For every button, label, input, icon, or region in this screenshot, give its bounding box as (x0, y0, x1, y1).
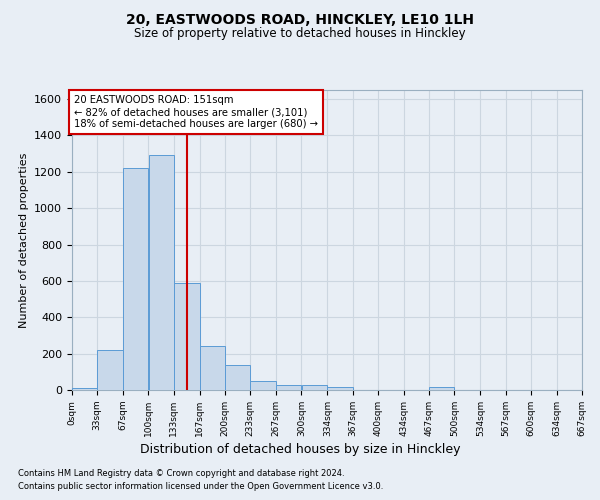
Y-axis label: Number of detached properties: Number of detached properties (19, 152, 29, 328)
Text: Contains HM Land Registry data © Crown copyright and database right 2024.: Contains HM Land Registry data © Crown c… (18, 468, 344, 477)
Bar (200, 346, 225, 390)
Bar (97, 350, 123, 390)
Text: 20 EASTWOODS ROAD: 151sqm
← 82% of detached houses are smaller (3,101)
18% of se: 20 EASTWOODS ROAD: 151sqm ← 82% of detac… (74, 96, 317, 128)
Bar (250, 381, 276, 390)
Text: 20, EASTWOODS ROAD, HINCKLEY, LE10 1LH: 20, EASTWOODS ROAD, HINCKLEY, LE10 1LH (126, 12, 474, 26)
Bar (72, 388, 97, 390)
Text: Contains public sector information licensed under the Open Government Licence v3: Contains public sector information licen… (18, 482, 383, 491)
Bar (276, 384, 301, 390)
Bar (328, 388, 353, 390)
Bar (174, 282, 200, 390)
Bar (149, 156, 173, 390)
Bar (429, 388, 454, 390)
Bar (124, 168, 148, 390)
Text: Distribution of detached houses by size in Hinckley: Distribution of detached houses by size … (140, 442, 460, 456)
Bar (225, 366, 250, 390)
Text: Size of property relative to detached houses in Hinckley: Size of property relative to detached ho… (134, 28, 466, 40)
Bar (302, 386, 327, 390)
